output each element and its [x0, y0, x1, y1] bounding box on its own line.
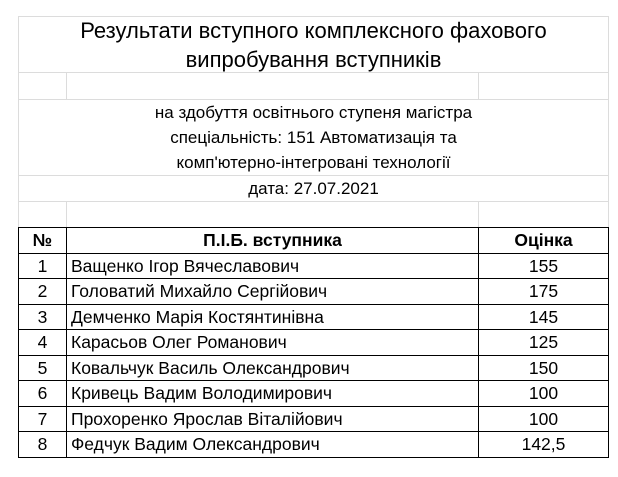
- column-header-number: №: [18, 227, 67, 254]
- subtitle-line: спеціальність: 151 Автоматизація та: [170, 128, 457, 147]
- empty-cell: [66, 201, 479, 228]
- row-number: 5: [18, 354, 67, 381]
- title-text: Результати вступного комплексного фахово…: [80, 17, 547, 72]
- applicant-name: Федчук Вадим Олександрович: [66, 431, 479, 458]
- table-row: 2 Головатий Михайло Сергійович 175: [18, 278, 609, 305]
- row-number: 7: [18, 405, 67, 432]
- subtitle-line: на здобуття освітнього ступеня магістра: [154, 103, 473, 122]
- table-row: 1 Ващенко Ігор Вячеславович 155: [18, 252, 609, 279]
- score: 145: [478, 303, 609, 330]
- table-row: 8 Федчук Вадим Олександрович 142,5: [18, 431, 609, 458]
- applicant-name: Демченко Марія Костянтинівна: [66, 303, 479, 330]
- column-header-name: П.І.Б. вступника: [66, 227, 479, 254]
- applicant-name: Кривець Вадим Володимирович: [66, 380, 479, 407]
- empty-cell: [478, 201, 609, 228]
- results-table: № П.І.Б. вступника Оцінка 1 Ващенко Ігор …: [18, 227, 609, 458]
- row-number: 4: [18, 329, 67, 356]
- score: 175: [478, 278, 609, 305]
- score: 125: [478, 329, 609, 356]
- empty-cell: [66, 72, 479, 100]
- row-number: 8: [18, 431, 67, 458]
- applicant-name: Ковальчук Василь Олександрович: [66, 354, 479, 381]
- empty-cell: [478, 72, 609, 100]
- applicant-name: Прохоренко Ярослав Віталійович: [66, 405, 479, 432]
- score: 155: [478, 252, 609, 279]
- applicant-name: Головатий Михайло Сергійович: [66, 278, 479, 305]
- date-text: дата: 27.07.2021: [248, 179, 379, 198]
- column-header-score: Оцінка: [478, 227, 609, 254]
- table-row: 6 Кривець Вадим Володимирович 100: [18, 380, 609, 407]
- subtitle-line: комп'ютерно-інтегровані технології: [176, 153, 451, 172]
- row-number: 3: [18, 303, 67, 330]
- table-row: 4 Карасьов Олег Романович 125: [18, 329, 609, 356]
- table-row: 7 Прохоренко Ярослав Віталійович 100: [18, 405, 609, 432]
- row-number: 1: [18, 252, 67, 279]
- empty-cell: [18, 72, 67, 100]
- table-row: 3 Демченко Марія Костянтинівна 145: [18, 303, 609, 330]
- applicant-name: Карасьов Олег Романович: [66, 329, 479, 356]
- row-number: 6: [18, 380, 67, 407]
- row-number: 2: [18, 278, 67, 305]
- score: 100: [478, 380, 609, 407]
- subtitle: на здобуття освітнього ступеня магістра …: [18, 99, 609, 176]
- applicant-name: Ващенко Ігор Вячеславович: [66, 252, 479, 279]
- table-row: 5 Ковальчук Василь Олександрович 150: [18, 354, 609, 381]
- empty-cell: [18, 201, 67, 228]
- score: 150: [478, 354, 609, 381]
- date-label: дата: 27.07.2021: [18, 175, 609, 202]
- table-header-row: № П.І.Б. вступника Оцінка: [18, 227, 609, 254]
- score: 142,5: [478, 431, 609, 458]
- document-title: Результати вступного комплексного фахово…: [18, 16, 609, 73]
- score: 100: [478, 405, 609, 432]
